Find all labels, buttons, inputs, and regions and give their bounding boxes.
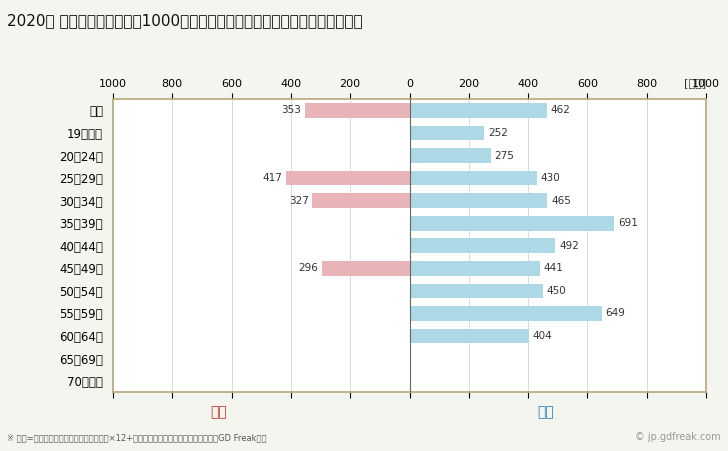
Text: 327: 327	[289, 196, 309, 206]
Text: 450: 450	[547, 286, 566, 296]
Bar	[409, 216, 614, 230]
Text: 男性: 男性	[537, 405, 555, 420]
Text: © jp.gdfreak.com: © jp.gdfreak.com	[635, 432, 721, 442]
Bar	[409, 239, 555, 253]
Bar	[305, 103, 409, 118]
Text: 275: 275	[494, 151, 515, 161]
Bar	[409, 103, 547, 118]
Text: 252: 252	[488, 128, 507, 138]
Text: 649: 649	[606, 308, 625, 318]
Bar	[409, 171, 537, 185]
Bar	[322, 261, 409, 276]
Text: 462: 462	[550, 106, 570, 115]
Bar	[409, 193, 547, 208]
Text: 296: 296	[298, 263, 318, 273]
Text: 2020年 民間企業（従業者数1000人以上）フルタイム労働者の男女別平均年収: 2020年 民間企業（従業者数1000人以上）フルタイム労働者の男女別平均年収	[7, 14, 363, 28]
Text: 430: 430	[541, 173, 561, 183]
Bar	[312, 193, 409, 208]
Text: 404: 404	[533, 331, 553, 341]
Bar	[409, 148, 491, 163]
Bar	[409, 329, 529, 343]
Text: 353: 353	[281, 106, 301, 115]
Text: 492: 492	[559, 241, 579, 251]
Bar	[409, 126, 484, 140]
Text: 417: 417	[262, 173, 282, 183]
Bar	[409, 306, 602, 321]
Bar	[286, 171, 409, 185]
Text: 441: 441	[544, 263, 563, 273]
Text: [万円]: [万円]	[684, 78, 706, 88]
Bar	[409, 261, 540, 276]
Text: 女性: 女性	[210, 405, 227, 420]
Text: 691: 691	[618, 218, 638, 228]
Text: 465: 465	[551, 196, 571, 206]
Bar	[409, 284, 543, 298]
Text: ※ 年収=「きまって支給する現金給与額」×12+「年間賞与その他特別給与額」としてGD Freak推計: ※ 年収=「きまって支給する現金給与額」×12+「年間賞与その他特別給与額」とし…	[7, 433, 266, 442]
